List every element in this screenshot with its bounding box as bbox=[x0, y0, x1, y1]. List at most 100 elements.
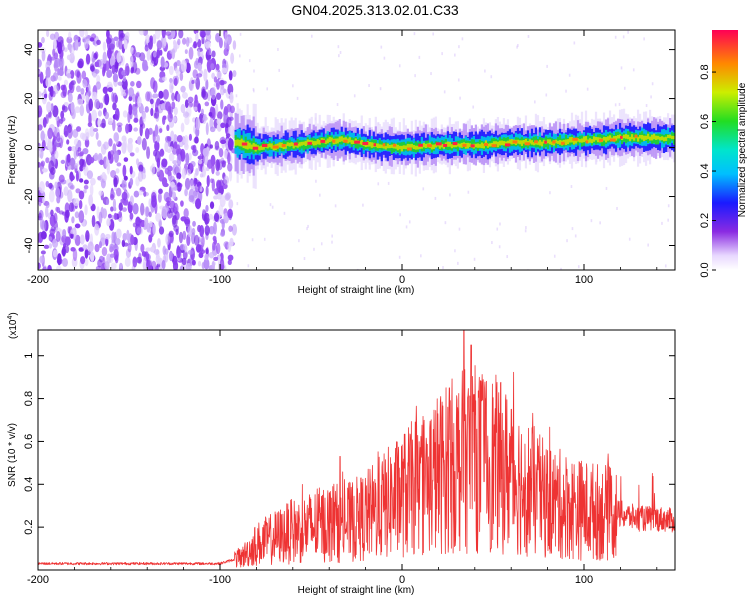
spectrogram-noise-cell bbox=[84, 248, 89, 259]
spectrogram-noise-cell bbox=[70, 247, 76, 252]
spectrogram-peak-cell bbox=[392, 143, 397, 147]
spectrogram-noise-cell bbox=[80, 88, 85, 95]
spectrogram-sparse-cell bbox=[296, 96, 299, 100]
spectrogram-sparse-cell bbox=[614, 103, 617, 107]
spectrogram-noise-cell bbox=[118, 210, 123, 218]
spectrogram-noise-cell bbox=[192, 220, 196, 227]
spectrogram-noise-cell bbox=[77, 60, 83, 69]
spectrogram-noise-cell bbox=[46, 30, 50, 38]
spectrogram-noise-cell bbox=[129, 165, 133, 175]
spectrogram-noise-cell bbox=[50, 103, 54, 112]
spectrogram-noise-cell bbox=[227, 208, 233, 219]
spectrogram-noise-cell bbox=[113, 132, 119, 142]
spectrogram-noise-cell bbox=[99, 174, 103, 183]
spectrogram-peak-cell bbox=[382, 143, 386, 147]
spectrogram-sparse-cell bbox=[319, 193, 321, 197]
spectrogram-noise-cell bbox=[98, 211, 103, 224]
spectrogram-noise-cell bbox=[171, 48, 176, 60]
spectrogram-noise-cell bbox=[55, 187, 61, 198]
spectrogram-noise-cell bbox=[38, 58, 42, 68]
y-tick-label: 0.6 bbox=[23, 434, 35, 449]
spectrogram-noise-cell bbox=[149, 35, 153, 43]
spectrogram-noise-cell bbox=[194, 136, 199, 144]
spectrogram-noise-cell bbox=[84, 138, 90, 148]
spectrogram-noise-cell bbox=[160, 56, 165, 68]
spectrogram-noise-cell bbox=[231, 223, 238, 236]
spectrogram-ridge-cell bbox=[424, 143, 427, 149]
spectrogram-sparse-cell bbox=[461, 37, 464, 41]
spectrogram-noise-cell bbox=[145, 91, 151, 102]
spectrogram-ridge-cell bbox=[670, 135, 674, 140]
spectrogram-noise-cell bbox=[95, 131, 99, 140]
spectrogram-peak-cell bbox=[320, 139, 326, 143]
spectrogram-noise-cell bbox=[168, 250, 173, 262]
spectrogram-sparse-cell bbox=[618, 102, 621, 106]
spectrogram-noise-cell bbox=[83, 184, 89, 190]
spectrogram-sparse-cell bbox=[458, 45, 460, 49]
spectrogram-noise-cell bbox=[60, 159, 66, 165]
spectrogram-noise-cell bbox=[75, 170, 79, 182]
spectrogram-noise-cell bbox=[188, 152, 192, 161]
spectrogram-noise-cell bbox=[48, 236, 53, 241]
spectrogram-noise-cell bbox=[118, 202, 123, 212]
colorbar-label: Normalized spectral amplitude bbox=[737, 82, 748, 217]
spectrogram-noise-cell bbox=[209, 201, 215, 209]
spectrogram-noise-cell bbox=[77, 147, 82, 152]
spectrogram-noise-cell bbox=[175, 69, 181, 77]
spectrogram-noise-cell bbox=[192, 69, 198, 79]
spectrogram-ridge-cell bbox=[522, 139, 526, 144]
spectrogram-noise-cell bbox=[110, 193, 115, 201]
spectrogram-noise-cell bbox=[139, 104, 145, 114]
spectrogram-noise-cell bbox=[41, 36, 45, 44]
spectrogram-ridge-cell bbox=[328, 136, 331, 143]
spectrogram-noise-cell bbox=[57, 253, 62, 266]
spectrogram-noise-cell bbox=[209, 126, 216, 133]
spectrogram-noise-cell bbox=[104, 260, 110, 270]
spectrogram-noise-cell bbox=[187, 249, 194, 255]
spectrogram-noise-cell bbox=[186, 234, 191, 247]
snr-x-axis-label: Height of straight line (km) bbox=[298, 585, 415, 596]
spectrogram-noise-cell bbox=[137, 96, 142, 108]
spectrogram-sparse-cell bbox=[457, 261, 459, 265]
spectrogram-noise-cell bbox=[135, 146, 140, 154]
spectrogram-noise-cell bbox=[74, 223, 81, 229]
spectrogram-noise-cell bbox=[144, 44, 149, 52]
spectrogram-noise-cell bbox=[209, 144, 213, 149]
spectrogram-ridge-cell bbox=[344, 137, 347, 141]
spectrogram-ridge-cell bbox=[414, 145, 417, 150]
x-tick-label: 0 bbox=[399, 574, 405, 586]
spectrogram-noise-cell bbox=[116, 52, 121, 64]
spectrogram-noise-cell bbox=[187, 225, 193, 238]
spectrogram-noise-cell bbox=[215, 32, 221, 43]
spectrogram-ridge-cell bbox=[628, 131, 632, 142]
spectrogram-noise-cell bbox=[141, 138, 147, 151]
spectrogram-noise-cell bbox=[205, 30, 211, 36]
spectrogram-ridge-cell bbox=[420, 145, 423, 149]
spectrogram-noise-cell bbox=[229, 91, 234, 104]
spectrogram-ridge-cell bbox=[556, 140, 560, 144]
spectrogram-noise-cell bbox=[109, 243, 115, 250]
spectrogram-noise-cell bbox=[75, 188, 81, 194]
spectrogram-noise-cell bbox=[61, 104, 66, 111]
spectrogram-noise-cell bbox=[98, 241, 103, 249]
spectrogram-noise-cell bbox=[67, 189, 73, 203]
spectrogram-ridge-cell bbox=[548, 139, 552, 145]
spectrogram-noise-cell bbox=[96, 39, 101, 46]
spectrogram-noise-cell bbox=[177, 182, 181, 187]
spectrogram-ridge-cell bbox=[402, 145, 405, 149]
spectrogram-ridge-cell bbox=[582, 136, 586, 143]
spectrogram-ridge-cell bbox=[348, 137, 351, 143]
spectrogram-noise-cell bbox=[200, 108, 204, 116]
spectrogram-sparse-cell bbox=[236, 202, 239, 206]
spectrogram-ridge-cell bbox=[636, 136, 640, 142]
spectrogram-ridge-cell bbox=[440, 144, 443, 148]
spectrogram-noise-cell bbox=[80, 256, 86, 265]
spectrogram-ridge-cell bbox=[660, 136, 664, 141]
spectrogram-noise-cell bbox=[158, 226, 165, 235]
spectrogram-sparse-cell bbox=[356, 268, 359, 270]
spectrogram-sparse-cell bbox=[315, 179, 317, 183]
spectrogram-ridge-cell bbox=[616, 135, 620, 139]
spectrogram-sparse-cell bbox=[632, 68, 635, 72]
spectrogram-noise-cell bbox=[122, 232, 128, 241]
spectrogram-noise-cell bbox=[136, 227, 142, 235]
